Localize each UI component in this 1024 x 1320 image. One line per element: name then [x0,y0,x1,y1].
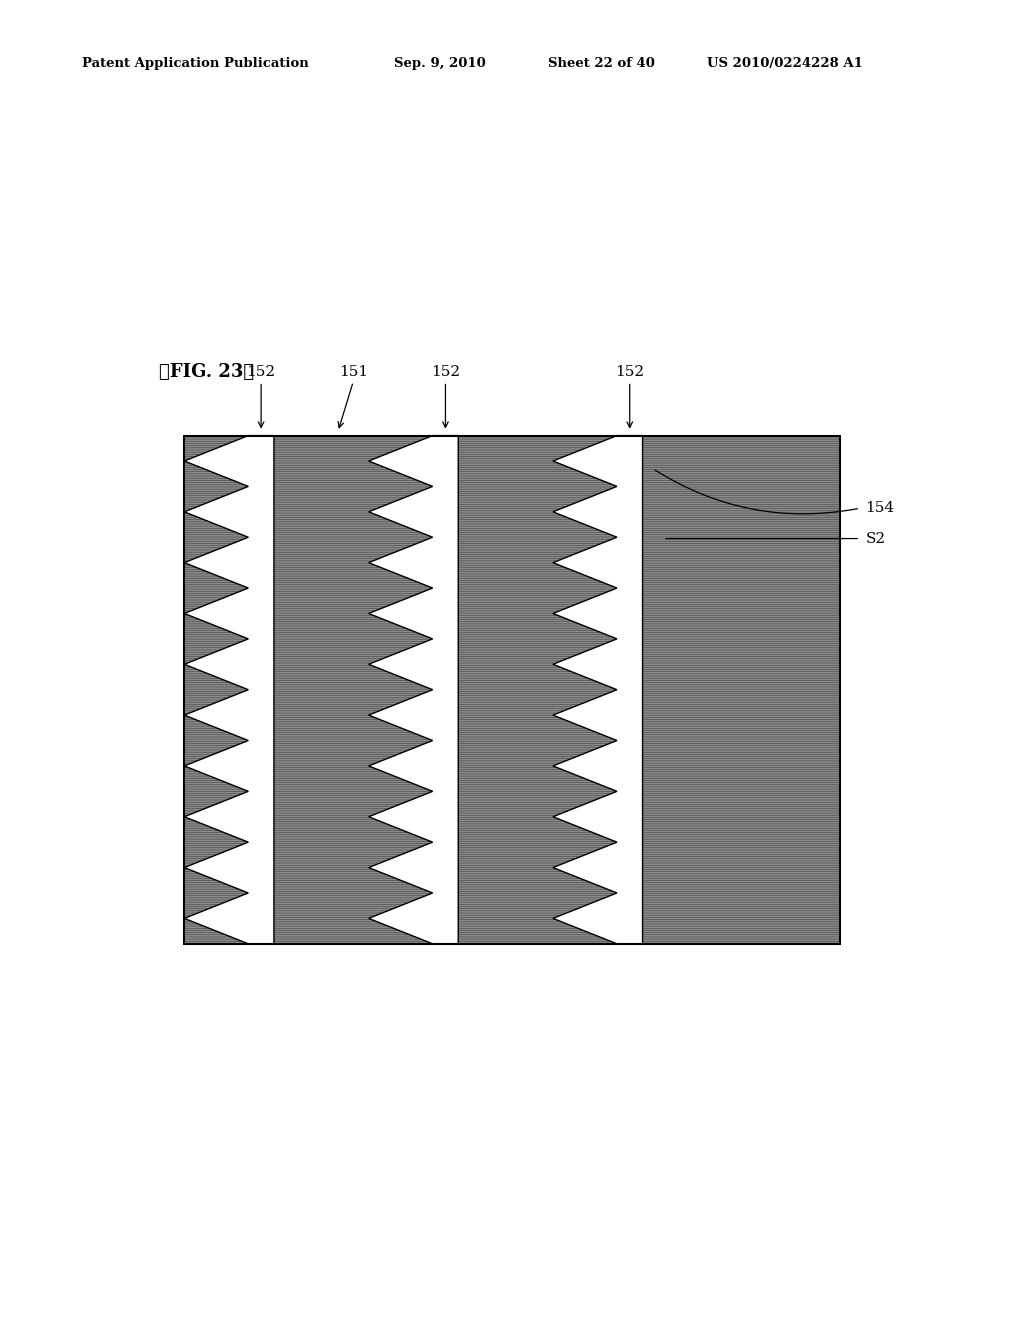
Bar [184,436,840,944]
Text: Patent Application Publication: Patent Application Publication [82,57,308,70]
Text: S2: S2 [865,532,886,545]
Text: 152: 152 [431,364,460,379]
Text: 152: 152 [247,364,275,379]
Polygon shape [553,436,643,944]
Text: 152: 152 [615,364,644,379]
Polygon shape [184,436,274,944]
Text: 151: 151 [339,364,368,379]
Text: US 2010/0224228 A1: US 2010/0224228 A1 [707,57,862,70]
Text: 154: 154 [865,502,894,515]
Bar [184,436,840,944]
Polygon shape [369,436,459,944]
Bar [184,436,840,944]
Text: Sep. 9, 2010: Sep. 9, 2010 [394,57,486,70]
Text: 【FIG. 23】: 【FIG. 23】 [159,363,254,381]
Text: Sheet 22 of 40: Sheet 22 of 40 [548,57,654,70]
